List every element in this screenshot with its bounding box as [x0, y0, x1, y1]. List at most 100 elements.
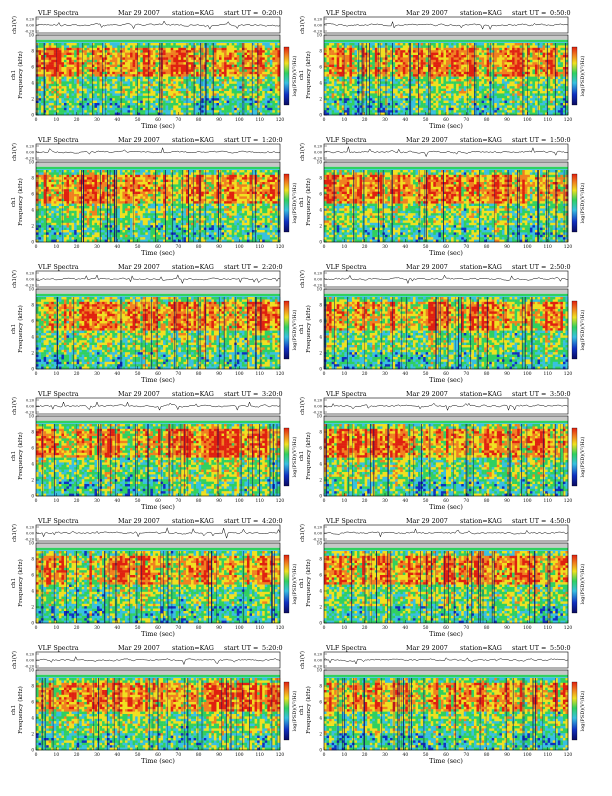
spectrogram-cell — [265, 55, 268, 58]
spectrogram-cell — [189, 98, 192, 101]
spectrogram-cell — [257, 96, 260, 99]
spectrogram-cell — [61, 65, 64, 68]
spectrogram-cell — [224, 91, 227, 94]
spectrogram-cell — [128, 48, 131, 51]
spectrogram-cell — [334, 103, 337, 106]
spectrogram-cell — [125, 101, 128, 104]
spectrogram-cell — [272, 98, 275, 101]
spectrogram-cell — [143, 108, 146, 111]
spectrogram-cell — [324, 103, 327, 106]
spectrogram-cell — [69, 86, 72, 89]
spectrogram-cell — [155, 98, 158, 101]
spectrogram-cell — [39, 98, 42, 101]
spectrogram-cell — [183, 89, 186, 92]
spectrogram-cell — [329, 89, 332, 92]
spectrogram-cell — [89, 91, 92, 94]
spectrogram-cell — [117, 84, 120, 87]
spectrogram-cell — [107, 93, 110, 96]
spectrogram-cell — [153, 72, 156, 75]
spectrogram-cell — [270, 91, 273, 94]
spectrogram-cell — [145, 72, 148, 75]
spectrogram-cell — [250, 72, 253, 75]
spectrogram-cell — [69, 50, 72, 53]
spectrogram-cell — [265, 89, 268, 92]
spectrogram-cell — [97, 57, 100, 60]
spectrogram-cell — [178, 79, 181, 82]
spectrogram-cell — [201, 50, 204, 53]
spectrogram-cell — [94, 101, 97, 104]
spectrogram-cell — [227, 110, 230, 113]
spectrogram-cell — [89, 74, 92, 77]
spectrogram-cell — [262, 62, 265, 65]
spectrogram-cell — [128, 81, 131, 84]
spectrogram-cell — [110, 65, 113, 68]
spectrogram-cell — [67, 69, 70, 72]
spectrogram-cell — [155, 101, 158, 104]
time-tick-label: 70 — [176, 118, 182, 123]
spectrogram-cell — [100, 48, 103, 51]
spectrogram-cell — [82, 45, 85, 48]
spectrogram-cell — [115, 48, 118, 51]
spectrogram-cell — [183, 50, 186, 53]
spectrogram-cell — [153, 84, 156, 87]
spectrogram-cell — [201, 43, 204, 46]
spectrogram-cell — [201, 69, 204, 72]
spectrogram-cell — [155, 105, 158, 108]
spectrogram-cell — [265, 69, 268, 72]
spectrogram-cell — [82, 43, 85, 46]
spectrogram-cell — [224, 108, 227, 111]
spectrogram-cell — [186, 74, 189, 77]
spectrogram-cell — [155, 96, 158, 99]
spectrogram-cell — [272, 77, 275, 80]
spectrogram-cell — [267, 84, 270, 87]
spectrogram-cell — [262, 79, 265, 82]
spectrogram-cell — [153, 43, 156, 46]
spectrogram-cell — [214, 48, 217, 51]
spectrogram-cell — [209, 96, 212, 99]
spectrogram-cell — [334, 55, 337, 58]
spectrogram-cell — [227, 96, 230, 99]
spectrogram-cell — [145, 55, 148, 58]
spectrogram-cell — [110, 69, 113, 72]
spectrogram-cell — [77, 45, 80, 48]
spectrogram-cell — [270, 93, 273, 96]
spectrogram-cell — [183, 53, 186, 56]
spectrogram-cell — [74, 45, 77, 48]
spectrogram-cell — [59, 84, 62, 87]
spectrogram-cell — [125, 93, 128, 96]
spectrogram-cell — [176, 69, 179, 72]
spectrogram-cell — [324, 98, 327, 101]
spectrogram-cell — [237, 98, 240, 101]
spectrogram-cell — [267, 72, 270, 75]
spectrogram-cell — [67, 67, 70, 70]
spectrogram-cell — [257, 105, 260, 108]
spectrogram-cell — [324, 62, 327, 65]
spectrogram-cell — [155, 108, 158, 111]
spectrogram-cell — [178, 91, 181, 94]
spectrogram-cell — [74, 105, 77, 108]
spectrogram-cell — [125, 57, 128, 60]
spectrogram-cell — [94, 81, 97, 84]
spectrogram-cell — [133, 74, 136, 77]
time-tick-label: 20 — [74, 118, 80, 123]
spectrogram-cell — [234, 79, 237, 82]
spectrogram-cell — [97, 81, 100, 84]
spectrogram-cell — [181, 53, 184, 56]
spectrogram-cell — [265, 72, 268, 75]
spectrogram-cell — [107, 67, 110, 70]
spectrogram-cell — [138, 108, 141, 111]
spectrogram-cell — [153, 53, 156, 56]
spectrogram-cell — [327, 50, 330, 53]
spectrogram-cell — [191, 96, 194, 99]
spectrogram-cell — [59, 72, 62, 75]
spectrogram-cell — [232, 101, 235, 104]
spectrogram-cell — [219, 86, 222, 89]
spectrogram-cell — [168, 50, 171, 53]
spectrogram-cell — [186, 103, 189, 106]
spectrogram-cell — [183, 108, 186, 111]
spectrogram-cell — [327, 62, 330, 65]
spectrogram-cell — [143, 98, 146, 101]
spectrogram-cell — [260, 103, 263, 106]
spectrogram-cell — [41, 43, 44, 46]
spectrogram-cell — [339, 60, 342, 63]
